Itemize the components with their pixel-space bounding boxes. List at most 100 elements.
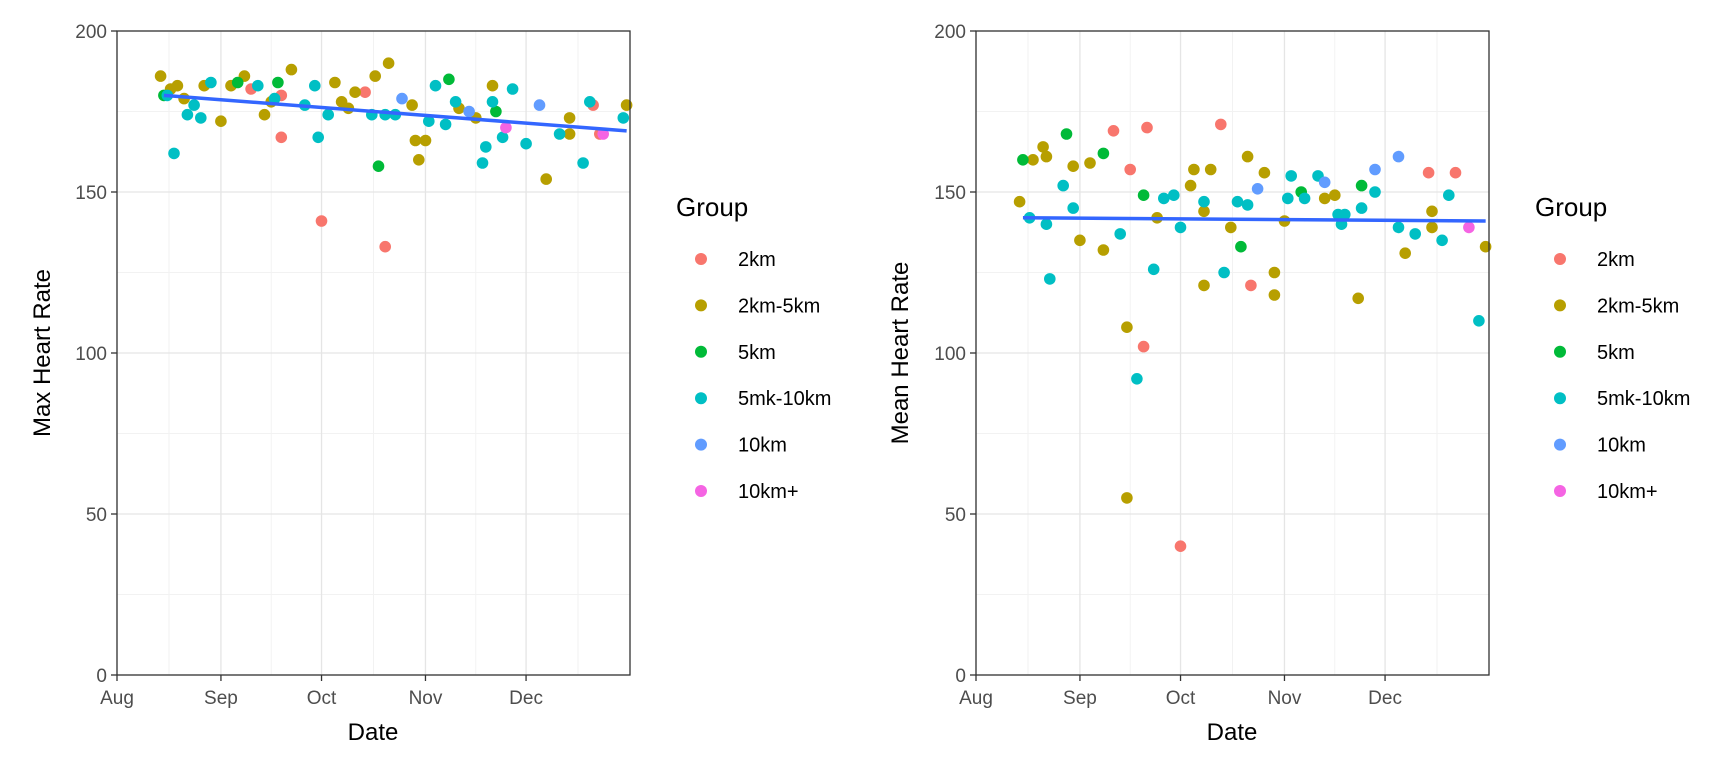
trend (163, 93, 627, 133)
legend-key (1554, 438, 1566, 451)
data-point (1124, 163, 1136, 176)
legend-title: Group (1535, 192, 1607, 222)
data-point (486, 96, 499, 108)
data-point (1355, 202, 1368, 214)
legend-key (695, 392, 707, 405)
legend-label: 5mk-10km (738, 388, 831, 410)
data-point (1137, 340, 1150, 353)
x-tick-label: Nov (409, 688, 443, 709)
legend-key (1554, 345, 1566, 358)
data-point (1369, 163, 1381, 176)
data-point (369, 70, 382, 82)
legend-label: 5km (738, 342, 776, 364)
data-point (1339, 208, 1351, 221)
data-point (322, 108, 335, 121)
y-tick-label: 100 (75, 344, 107, 365)
data-point (423, 115, 435, 127)
legend-label: 2km (738, 249, 776, 271)
data-point (1027, 154, 1039, 166)
data-point (1107, 125, 1120, 137)
x-tick-label: Sep (204, 688, 238, 709)
data-point (1251, 183, 1264, 195)
data-point (1067, 160, 1079, 172)
data-point (476, 157, 489, 169)
data-point (463, 105, 475, 118)
x-axis-ticks: Aug Sep Oct Nov Dec (100, 675, 543, 709)
data-point (1282, 192, 1294, 205)
legend-label: 10km+ (1597, 481, 1658, 503)
data-point (1017, 154, 1029, 166)
data-point (563, 112, 576, 124)
data-point (1241, 199, 1254, 211)
data-point (1409, 228, 1421, 240)
data-point (379, 240, 392, 253)
y-axis-title: Mean Heart Rate (887, 262, 914, 445)
data-point (419, 134, 432, 147)
data-point (1318, 176, 1331, 189)
data-point (181, 108, 194, 121)
legend-label: 2km-5km (738, 295, 820, 317)
data-point (553, 128, 566, 140)
legend-key (695, 253, 707, 265)
data-point (496, 131, 509, 144)
data-point (1067, 202, 1079, 214)
data-point (413, 154, 425, 166)
data-point (406, 99, 418, 111)
data-point (188, 99, 200, 111)
y-tick-label: 0 (955, 666, 966, 687)
trend-line (163, 93, 627, 133)
y-axis-ticks: 0 50 100 150 200 (934, 22, 976, 687)
data-point (520, 137, 532, 150)
data-point (1449, 166, 1462, 179)
data-point (359, 86, 371, 98)
data-point (540, 173, 552, 185)
data-point (1241, 150, 1254, 163)
legend-key (695, 299, 707, 312)
legend-label: 5km (1597, 342, 1635, 364)
data-point (205, 76, 217, 89)
legend-title: Group (676, 192, 748, 222)
x-axis-title: Date (348, 719, 399, 746)
data-point (1158, 192, 1170, 205)
data-point (1168, 189, 1180, 201)
data-point (1352, 292, 1364, 305)
data-point (490, 105, 502, 118)
data-point (597, 128, 609, 140)
data-point (1037, 141, 1049, 153)
data-point (312, 131, 325, 144)
x-axis-title: Date (1207, 719, 1258, 746)
legend-label: 5mk-10km (1597, 388, 1690, 410)
data-point (1463, 221, 1475, 234)
data-point (1198, 279, 1210, 292)
data-point (268, 92, 281, 105)
data-point (231, 76, 244, 89)
data-point (1141, 121, 1153, 134)
data-point (1184, 179, 1197, 192)
legend: Group 2km 2km-5km 5km 5mk-10km 10km 10km+ (676, 192, 831, 503)
data-point (1215, 118, 1227, 131)
data-point (1084, 157, 1096, 169)
data-point (1231, 195, 1244, 208)
grid (116, 30, 630, 676)
data-point (1204, 163, 1217, 176)
y-tick-label: 200 (75, 22, 107, 43)
y-tick-label: 200 (934, 22, 966, 43)
mean-heart-rate-chart: 0 50 100 150 200 Aug Sep Oct Nov Dec Date Mean H… (887, 22, 1690, 746)
data-point (1268, 289, 1281, 301)
data-point (154, 70, 167, 82)
data-point (1198, 195, 1210, 208)
data-point (1443, 189, 1455, 201)
data-point (1479, 240, 1492, 253)
data-point (195, 112, 207, 124)
x-tick-label: Nov (1268, 688, 1302, 709)
legend: Group 2km 2km-5km 5km 5mk-10km 10km 10km+ (1535, 192, 1690, 503)
x-tick-label: Aug (100, 688, 134, 709)
data-point (1369, 186, 1381, 198)
y-tick-label: 0 (96, 666, 107, 687)
data-point (315, 215, 328, 227)
y-tick-label: 50 (945, 505, 966, 526)
data-point (1188, 163, 1200, 176)
data-point (506, 83, 519, 95)
y-tick-label: 100 (934, 344, 966, 365)
